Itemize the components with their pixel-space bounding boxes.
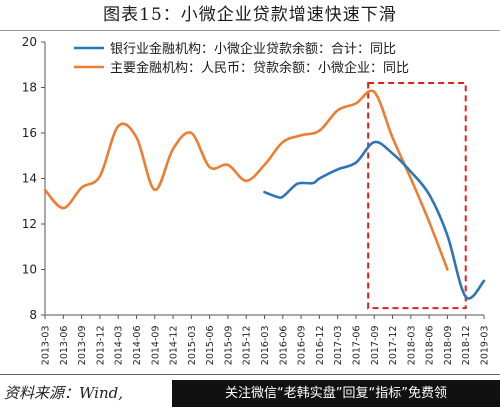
y-axis: 8 10 12 14 16 18 20	[22, 35, 46, 322]
y-tick-label: 10	[22, 263, 37, 277]
y-tick-label: 12	[22, 217, 37, 231]
x-tick-label: 2016-09	[297, 326, 308, 366]
x-tick-label: 2018-03	[406, 326, 417, 366]
x-tick-label: 2018-09	[443, 326, 454, 366]
series-line-major	[43, 89, 449, 271]
x-tick-label: 2013-06	[59, 326, 70, 366]
highlight-box-group	[367, 81, 467, 310]
x-tick-label: 2019-03	[480, 326, 491, 366]
source-note: 资料来源：Wind,	[4, 384, 123, 402]
x-tick-label: 2017-03	[333, 326, 344, 366]
x-tick-label: 2015-03	[187, 326, 198, 366]
x-tick-label: 2013-03	[41, 326, 52, 366]
x-tick-label: 2013-09	[77, 326, 88, 366]
x-tick-label: 2017-12	[388, 326, 399, 366]
x-tick-label: 2016-06	[278, 326, 289, 366]
legend-label: 银行业金融机构：小微企业贷款余额：合计：同比	[110, 41, 396, 57]
y-tick-label: 16	[22, 126, 37, 140]
x-tick-label: 2013-12	[95, 326, 106, 366]
x-tick-label: 2017-09	[370, 326, 381, 366]
x-tick-label: 2014-12	[169, 326, 180, 366]
x-tick-label: 2014-06	[132, 326, 143, 366]
x-tick-label: 2014-03	[114, 326, 125, 366]
x-tick-label: 2014-09	[150, 326, 161, 366]
x-tick-label: 2018-06	[425, 326, 436, 366]
x-axis: 2013-03 2013-06 2013-09 2013-12 2014-03 2014-…	[41, 314, 491, 366]
highlight-box	[367, 81, 467, 310]
y-tick-label: 18	[22, 81, 37, 95]
series-lines	[43, 89, 486, 300]
title-divider	[0, 30, 500, 31]
x-tick-label: 2017-06	[351, 326, 362, 366]
x-tick-label: 2015-12	[242, 326, 253, 366]
y-tick-label: 14	[22, 172, 37, 186]
y-tick-label: 20	[22, 35, 37, 49]
chart-title: 图表15：小微企业贷款增速快速下滑	[103, 5, 397, 25]
x-tick-label: 2016-12	[315, 326, 326, 366]
footer-divider	[0, 374, 500, 375]
x-tick-label: 2018-12	[461, 326, 472, 366]
series-line-bank	[263, 140, 486, 300]
y-tick-label: 8	[29, 308, 37, 322]
promo-banner: 关注微信“老韩实盘”回复“指标”免费领	[172, 380, 500, 407]
legend-label: 主要金融机构：人民币：贷款余额：小微企业：同比	[110, 60, 409, 76]
x-tick-label: 2016-03	[260, 326, 271, 366]
x-tick-label: 2015-06	[205, 326, 216, 366]
x-tick-label: 2015-09	[223, 326, 234, 366]
legend: 银行业金融机构：小微企业贷款余额：合计：同比主要金融机构：人民币：贷款余额：小微…	[74, 41, 409, 76]
